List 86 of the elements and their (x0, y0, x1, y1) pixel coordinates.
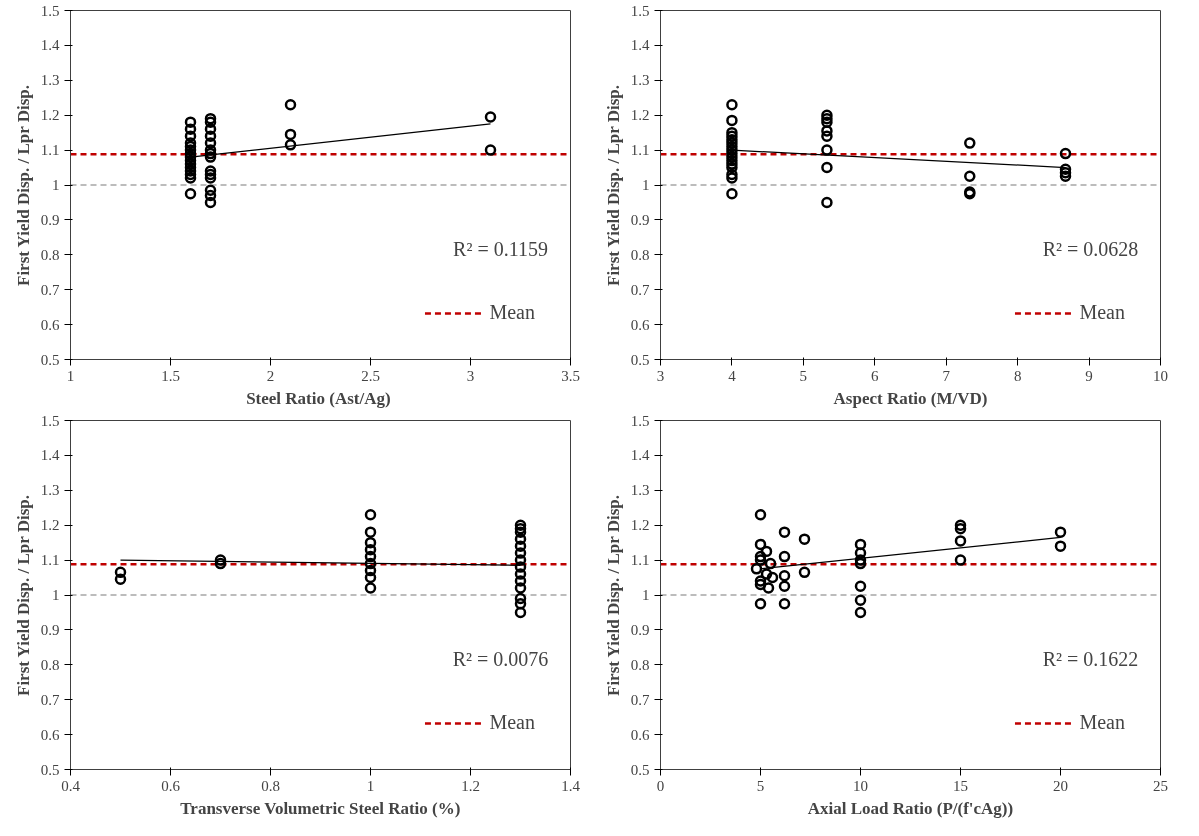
y-tick-label: 1.3 (40, 72, 60, 89)
x-tick-label: 25 (1153, 777, 1168, 794)
y-tick-label: 0.7 (630, 281, 650, 298)
x-axis-title: Aspect Ratio (M/VD) (833, 388, 988, 408)
x-tick-label: 3 (656, 367, 665, 384)
x-tick-label: 1.4 (561, 777, 581, 794)
y-tick-label: 0.9 (630, 211, 650, 228)
x-tick-label: 2.5 (361, 367, 380, 384)
x-tick-label: 9 (1085, 367, 1093, 384)
y-axis-title: First Yield Disp. / Lpr Disp. (603, 84, 623, 286)
annotation: R² = 0.1622 (1042, 647, 1139, 670)
y-tick-label: 1.1 (630, 552, 650, 569)
y-tick-label: 1 (52, 177, 60, 193)
y-tick-label: 0.6 (630, 726, 650, 743)
x-tick-label: 0.8 (261, 777, 280, 794)
y-tick-label: 1.1 (40, 142, 60, 159)
y-tick-label: 1.5 (40, 412, 60, 429)
legend-label: Mean (1079, 301, 1125, 324)
y-tick-label: 0.9 (40, 211, 60, 228)
annotation: R² = 0.0076 (452, 647, 549, 670)
y-tick-label: 0.9 (40, 621, 60, 638)
x-axis-title: Transverse Volumetric Steel Ratio (%) (180, 798, 461, 818)
y-tick-label: 1.2 (630, 107, 650, 124)
y-tick-label: 0.6 (40, 316, 60, 333)
y-tick-label: 1 (52, 587, 60, 603)
y-tick-label: 1.5 (630, 2, 650, 19)
x-tick-label: 5 (799, 367, 808, 384)
x-tick-label: 1.2 (461, 777, 480, 794)
x-tick-label: 15 (953, 777, 968, 794)
x-tick-label: 0.6 (161, 777, 181, 794)
annotation: R² = 0.1159 (453, 237, 548, 260)
y-tick-label: 1.1 (40, 552, 60, 569)
y-tick-label: 1.3 (40, 482, 60, 499)
x-tick-label: 3.5 (561, 367, 580, 384)
x-tick-label: 1 (366, 777, 375, 794)
x-axis-title: Steel Ratio (Ast/Ag) (246, 388, 391, 408)
y-tick-label: 1.2 (40, 517, 60, 534)
y-tick-label: 1.4 (40, 37, 60, 54)
y-tick-label: 1.2 (40, 107, 60, 124)
x-tick-label: 3 (466, 367, 475, 384)
y-axis-title: First Yield Disp. / Lpr Disp. (13, 494, 33, 696)
y-tick-label: 0.8 (40, 246, 60, 263)
x-tick-label: 2 (266, 367, 275, 384)
x-tick-label: 20 (1053, 777, 1068, 794)
x-tick-label: 4 (728, 367, 737, 384)
y-tick-label: 0.9 (630, 621, 650, 638)
legend-label: Mean (1079, 711, 1125, 734)
y-tick-label: 0.5 (630, 761, 650, 778)
y-tick-label: 0.6 (630, 316, 650, 333)
x-axis-title: Axial Load Ratio (P/(f'cAg)) (807, 798, 1014, 818)
legend-label: Mean (489, 301, 535, 324)
y-tick-label: 1.4 (630, 447, 650, 464)
y-tick-label: 0.7 (630, 691, 650, 708)
y-tick-label: 1.5 (630, 412, 650, 429)
y-tick-label: 0.7 (40, 281, 60, 298)
y-tick-label: 0.5 (40, 761, 60, 778)
legend-label: Mean (489, 711, 535, 734)
x-tick-label: 10 (853, 777, 868, 794)
x-tick-label: 1.5 (161, 367, 180, 384)
y-tick-label: 0.7 (40, 691, 60, 708)
x-tick-label: 7 (942, 367, 951, 384)
annotation: R² = 0.0628 (1042, 237, 1139, 260)
y-tick-label: 0.8 (630, 246, 650, 263)
y-tick-label: 1.5 (40, 2, 60, 19)
y-axis-title: First Yield Disp. / Lpr Disp. (13, 84, 33, 286)
y-axis-title: First Yield Disp. / Lpr Disp. (603, 494, 623, 696)
y-tick-label: 0.6 (40, 726, 60, 743)
x-tick-label: 0 (656, 777, 665, 794)
x-tick-label: 5 (756, 777, 765, 794)
y-tick-label: 0.8 (40, 656, 60, 673)
y-tick-label: 0.5 (40, 351, 60, 368)
y-tick-label: 1.2 (630, 517, 650, 534)
x-tick-label: 1 (66, 367, 75, 384)
x-tick-label: 8 (1013, 367, 1022, 384)
y-tick-label: 0.8 (630, 656, 650, 673)
x-tick-label: 10 (1153, 367, 1168, 384)
x-tick-label: 0.4 (61, 777, 81, 794)
y-tick-label: 1 (642, 177, 650, 193)
y-tick-label: 1.1 (630, 142, 650, 159)
y-tick-label: 1 (642, 587, 650, 603)
x-tick-label: 6 (871, 367, 880, 384)
y-tick-label: 0.5 (630, 351, 650, 368)
y-tick-label: 1.3 (630, 72, 650, 89)
y-tick-label: 1.4 (40, 447, 60, 464)
y-tick-label: 1.3 (630, 482, 650, 499)
y-tick-label: 1.4 (630, 37, 650, 54)
